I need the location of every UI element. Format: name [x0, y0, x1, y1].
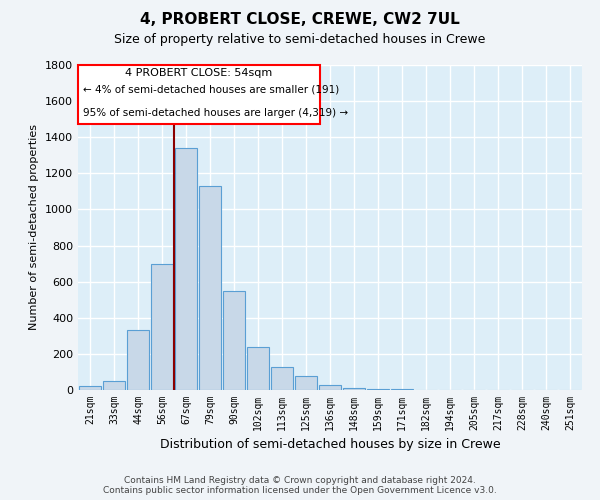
- FancyBboxPatch shape: [78, 65, 320, 124]
- Bar: [199, 186, 221, 390]
- Bar: [127, 330, 149, 390]
- Bar: [175, 148, 197, 390]
- X-axis label: Distribution of semi-detached houses by size in Crewe: Distribution of semi-detached houses by …: [160, 438, 500, 452]
- Y-axis label: Number of semi-detached properties: Number of semi-detached properties: [29, 124, 40, 330]
- Text: ← 4% of semi-detached houses are smaller (191): ← 4% of semi-detached houses are smaller…: [83, 84, 339, 94]
- Bar: [79, 386, 101, 390]
- Text: Contains HM Land Registry data © Crown copyright and database right 2024.
Contai: Contains HM Land Registry data © Crown c…: [103, 476, 497, 495]
- Bar: [103, 381, 125, 390]
- Bar: [367, 389, 389, 390]
- Bar: [343, 388, 365, 390]
- Text: Size of property relative to semi-detached houses in Crewe: Size of property relative to semi-detach…: [115, 32, 485, 46]
- Bar: [247, 346, 269, 390]
- Bar: [319, 384, 341, 390]
- Bar: [295, 376, 317, 390]
- Text: 95% of semi-detached houses are larger (4,319) →: 95% of semi-detached houses are larger (…: [83, 108, 348, 118]
- Text: 4 PROBERT CLOSE: 54sqm: 4 PROBERT CLOSE: 54sqm: [125, 68, 272, 78]
- Bar: [271, 366, 293, 390]
- Text: 4, PROBERT CLOSE, CREWE, CW2 7UL: 4, PROBERT CLOSE, CREWE, CW2 7UL: [140, 12, 460, 28]
- Bar: [223, 290, 245, 390]
- Bar: [151, 264, 173, 390]
